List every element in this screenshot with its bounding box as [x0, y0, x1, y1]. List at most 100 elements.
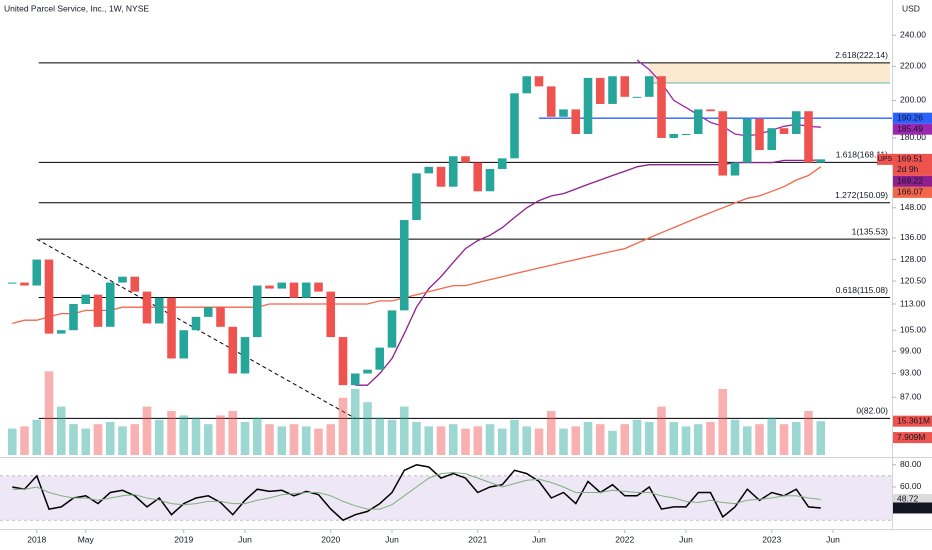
candle	[399, 220, 409, 311]
candle	[804, 111, 813, 163]
candle	[228, 326, 238, 374]
candle	[130, 276, 140, 292]
candle	[448, 156, 458, 187]
candle	[350, 373, 360, 386]
price-label: 166.07	[897, 187, 923, 197]
volume-bar	[718, 388, 728, 455]
volume-bar	[706, 421, 715, 455]
price-label: 41.05	[897, 502, 919, 512]
candle	[265, 285, 274, 289]
volume-bar	[730, 419, 740, 455]
rsi-line	[12, 471, 821, 510]
zone	[649, 62, 890, 83]
y-tick-label: 105.00	[900, 324, 926, 334]
volume-bar	[314, 428, 323, 455]
volume-bar	[448, 424, 458, 455]
candle	[485, 168, 495, 192]
candle	[644, 76, 654, 97]
candle	[252, 285, 262, 338]
candle	[142, 291, 152, 324]
price-label-box	[893, 175, 932, 187]
x-tick-label: 2021	[468, 534, 487, 544]
candle	[105, 282, 115, 327]
x-tick-label: Jun	[679, 534, 693, 544]
volume-bar	[203, 424, 213, 455]
y-tick-label: 120.50	[900, 275, 926, 285]
rsi-tick-label: 60.00	[900, 481, 922, 491]
volume-bar	[301, 426, 311, 455]
volume-bar	[252, 417, 262, 455]
volume-bar	[510, 419, 519, 455]
candle	[546, 86, 556, 117]
y-tick-label: 200.00	[900, 95, 926, 105]
volume-bar	[497, 428, 507, 455]
volume-bar	[191, 417, 201, 455]
price-label: 190.26	[897, 112, 923, 122]
y-tick-label: 99.00	[900, 345, 922, 355]
fib-level-label: 0.618(115.08)	[836, 285, 888, 295]
candle	[791, 111, 801, 135]
volume-bar	[179, 415, 189, 455]
price-label: 15.361M	[897, 415, 930, 425]
volume-bar	[595, 424, 605, 455]
candle	[632, 96, 642, 98]
volume-bar	[363, 402, 372, 455]
candle	[314, 282, 323, 292]
volume-bar	[804, 410, 813, 455]
x-tick-label: 2019	[174, 534, 193, 544]
candle	[595, 77, 605, 104]
currency: USD	[902, 3, 920, 13]
candle	[154, 297, 164, 324]
x-tick-label: 2023	[762, 534, 781, 544]
candle	[387, 310, 397, 348]
price-label-box	[893, 123, 932, 135]
volume-bar	[7, 428, 17, 455]
candle	[706, 109, 715, 112]
volume-bar	[583, 421, 593, 455]
candle	[32, 259, 42, 286]
candle	[326, 291, 336, 338]
x-tick-label: Jun	[826, 534, 840, 544]
candle	[779, 128, 789, 135]
volume-bar	[350, 388, 360, 455]
volume-bar	[167, 410, 176, 455]
price-label: 185.49	[897, 123, 923, 133]
fib-level-label: 1.618(168.11)	[836, 150, 888, 160]
candle	[608, 76, 617, 104]
volume-bar	[399, 406, 409, 455]
candle	[693, 109, 703, 135]
price-label-box	[893, 432, 932, 444]
x-tick-label: May	[78, 534, 95, 544]
price-label: 169.51	[897, 154, 923, 164]
candle	[20, 282, 29, 286]
x-tick-label: Jun	[238, 534, 252, 544]
price-label: 7.909M	[897, 432, 925, 442]
price-label-box	[893, 186, 932, 198]
candle	[277, 282, 287, 289]
candle	[522, 76, 532, 94]
candle	[179, 330, 189, 359]
volume-bar	[289, 424, 299, 455]
candle	[583, 77, 593, 135]
candle	[669, 134, 679, 138]
candle	[742, 118, 752, 163]
candle	[81, 294, 91, 305]
price-label-note: 2d 9h	[897, 164, 919, 174]
chart-title: United Parcel Service, Inc., 1W, NYSE	[4, 3, 149, 13]
volume-bar	[559, 428, 568, 455]
volume-bar	[767, 417, 777, 455]
volume-bar	[816, 421, 826, 455]
volume-bar	[277, 426, 287, 455]
volume-bar	[154, 419, 164, 455]
x-tick-label: Jun	[532, 534, 546, 544]
volume-bar	[534, 428, 544, 455]
volume-bar	[265, 424, 274, 455]
y-tick-label: 93.00	[900, 368, 922, 378]
candle	[56, 330, 66, 334]
candle	[510, 93, 519, 159]
candle	[816, 159, 826, 163]
candle	[436, 166, 446, 187]
candle	[118, 276, 127, 283]
price-label-box	[893, 502, 932, 514]
